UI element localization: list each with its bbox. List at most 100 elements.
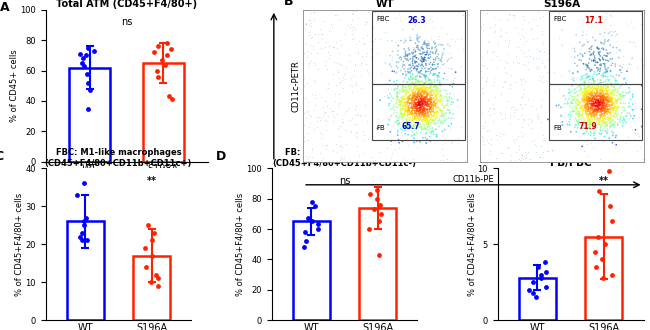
Point [605, 103, 616, 108]
Point [596, 63, 606, 68]
Point [597, 98, 607, 103]
Point [434, 81, 445, 86]
Point [433, 73, 443, 78]
Point [592, 86, 603, 91]
Point [607, 95, 618, 100]
Point [579, 131, 590, 136]
Point [596, 106, 606, 111]
Point [422, 88, 432, 93]
Point [582, 96, 592, 102]
Point [627, 107, 638, 113]
Point [588, 48, 598, 53]
Point [332, 45, 342, 50]
Point [584, 98, 594, 104]
Point [589, 133, 599, 138]
Point [363, 70, 374, 76]
Point [381, 80, 391, 85]
Point [426, 107, 436, 112]
Point [617, 105, 627, 110]
Point [514, 143, 524, 148]
Point [594, 106, 604, 111]
Point [593, 47, 604, 52]
Point [335, 61, 345, 66]
Point [83, 106, 94, 111]
Point [591, 99, 601, 105]
Point [419, 96, 429, 101]
Point [400, 84, 410, 89]
Point [396, 38, 406, 43]
Point [581, 101, 592, 106]
Point [592, 104, 602, 109]
Point [434, 70, 445, 76]
Point [594, 102, 604, 107]
Point [500, 69, 510, 75]
Point [399, 96, 410, 101]
Point [432, 78, 443, 83]
Point [421, 102, 432, 108]
Point [414, 99, 424, 105]
Point [476, 68, 486, 73]
Point [592, 101, 602, 106]
Point [600, 96, 610, 102]
Point [582, 104, 593, 109]
Point [350, 106, 360, 112]
Point [385, 101, 395, 106]
Point [431, 110, 441, 116]
Point [572, 109, 582, 114]
Point [430, 118, 440, 123]
Point [447, 66, 457, 71]
Point [598, 117, 608, 122]
Point [413, 35, 424, 40]
Point [319, 62, 330, 67]
Point [435, 108, 445, 113]
Point [619, 117, 630, 122]
Point [629, 118, 640, 123]
Point [460, 33, 470, 39]
Point [422, 75, 433, 80]
Point [592, 108, 603, 113]
Point [157, 57, 167, 63]
Point [515, 77, 526, 82]
Point [306, 219, 317, 224]
Point [520, 155, 530, 160]
Point [411, 44, 422, 49]
Point [424, 43, 434, 48]
Point [592, 93, 603, 99]
Point [413, 108, 423, 114]
Point [584, 96, 594, 101]
Point [393, 84, 403, 89]
Point [354, 113, 365, 118]
Point [608, 82, 618, 87]
Point [563, 101, 573, 106]
Point [419, 96, 429, 102]
Point [422, 116, 432, 121]
Point [485, 113, 495, 118]
Point [590, 103, 600, 109]
Point [411, 55, 422, 60]
Point [630, 127, 641, 132]
Point [519, 35, 529, 40]
Point [599, 61, 610, 66]
Point [83, 45, 94, 50]
Point [583, 106, 593, 112]
Point [482, 11, 492, 16]
Point [420, 89, 430, 94]
Point [638, 62, 648, 68]
Point [402, 96, 412, 101]
Point [602, 107, 612, 112]
Point [421, 111, 431, 116]
Point [592, 95, 602, 100]
Point [415, 96, 426, 101]
Point [408, 57, 418, 63]
Point [588, 74, 598, 80]
Point [577, 52, 588, 57]
Point [592, 91, 602, 97]
Point [445, 127, 455, 132]
Point [398, 27, 408, 32]
Point [599, 74, 609, 79]
Point [596, 113, 606, 118]
Point [408, 102, 419, 107]
Point [317, 142, 328, 147]
Point [426, 88, 437, 94]
Point [573, 117, 584, 122]
